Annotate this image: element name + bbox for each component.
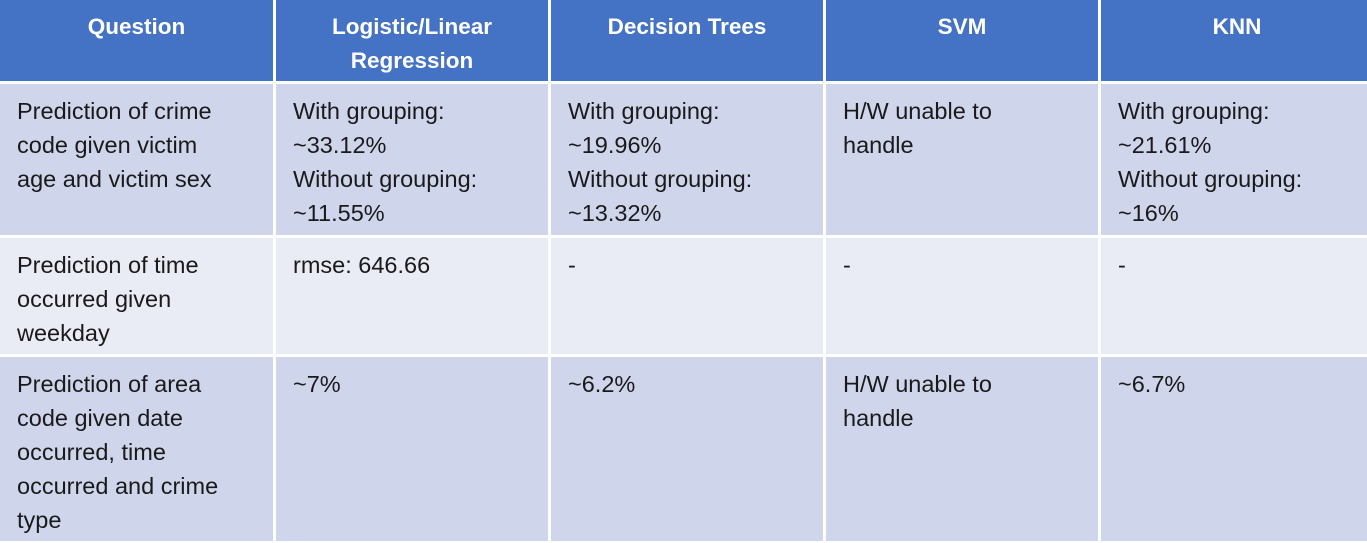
header-question: Question: [0, 0, 273, 81]
row-2-svm: -: [826, 238, 1098, 354]
row-1-knn: With grouping: ~21.61% Without grouping:…: [1101, 84, 1367, 235]
row-3-svm: H/W unable to handle: [826, 357, 1098, 541]
header-knn: KNN: [1101, 0, 1367, 81]
row-1-svm: H/W unable to handle: [826, 84, 1098, 235]
row-1-decision-trees: With grouping: ~19.96% Without grouping:…: [551, 84, 823, 235]
header-svm: SVM: [826, 0, 1098, 81]
row-3-logistic-linear: ~7%: [276, 357, 548, 541]
row-1-logistic-linear: With grouping: ~33.12% Without grouping:…: [276, 84, 548, 235]
row-3-decision-trees: ~6.2%: [551, 357, 823, 541]
row-2-question: Prediction of time occurred given weekda…: [0, 238, 273, 354]
row-1-question: Prediction of crime code given victim ag…: [0, 84, 273, 235]
header-decision-trees: Decision Trees: [551, 0, 823, 81]
row-3-knn: ~6.7%: [1101, 357, 1367, 541]
row-2-logistic-linear: rmse: 646.66: [276, 238, 548, 354]
header-logistic-linear-regression: Logistic/Linear Regression: [276, 0, 548, 81]
row-2-knn: -: [1101, 238, 1367, 354]
row-2-decision-trees: -: [551, 238, 823, 354]
row-3-question: Prediction of area code given date occur…: [0, 357, 273, 541]
